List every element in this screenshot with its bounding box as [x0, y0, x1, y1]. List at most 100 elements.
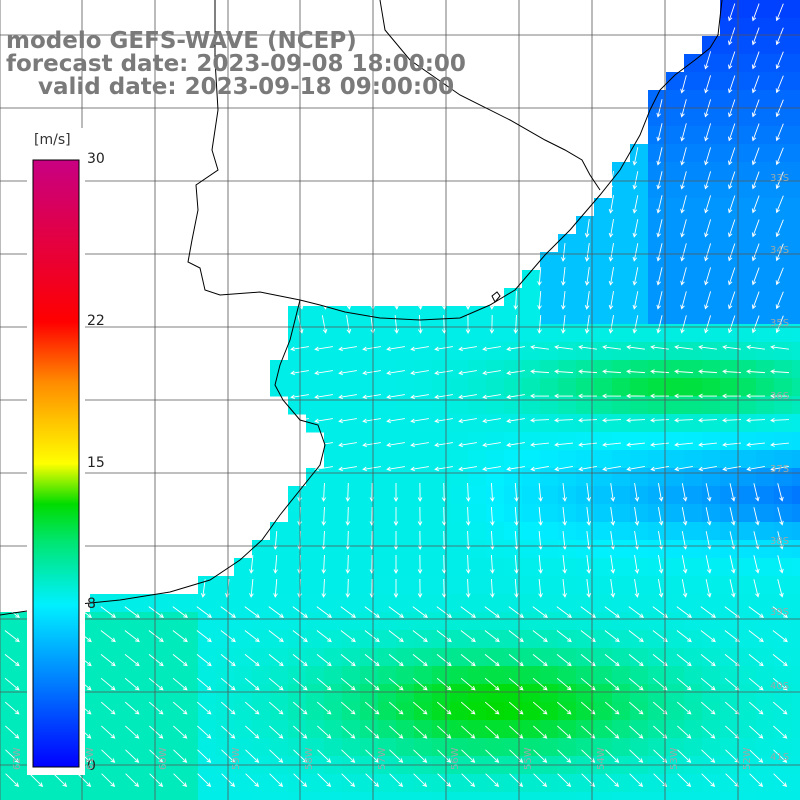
wind-arrow: [436, 677, 452, 691]
wind-arrow: [245, 749, 260, 763]
wind-arrow: [273, 554, 278, 574]
wind-arrow: [460, 677, 476, 691]
wind-cell: [396, 432, 415, 451]
wind-cell: [648, 252, 667, 271]
wind-arrow: [626, 442, 645, 447]
wind-arrow: [245, 773, 260, 787]
wind-cell: [612, 180, 631, 199]
wind-cell: [252, 702, 271, 721]
wind-cell: [450, 612, 469, 631]
wind-cell: [522, 630, 541, 649]
wind-cell: [666, 720, 685, 739]
wind-cell: [594, 666, 613, 685]
wind-arrow: [124, 630, 140, 643]
wind-arrow: [482, 466, 501, 472]
wind-cell: [648, 450, 667, 469]
wind-arrow: [700, 630, 716, 643]
wind-cell: [648, 558, 667, 577]
wind-cell: [576, 288, 595, 307]
wind-arrow: [584, 219, 590, 238]
wind-arrow: [775, 267, 784, 286]
wind-arrow: [729, 555, 736, 574]
wind-cell: [504, 504, 523, 523]
wind-cell: [630, 612, 649, 631]
wind-cell: [594, 720, 613, 739]
wind-arrow: [441, 554, 447, 574]
wind-cell: [774, 450, 793, 469]
wind-cell: [360, 792, 379, 800]
wind-arrow: [586, 483, 592, 502]
wind-cell: [648, 504, 667, 523]
wind-arrow: [365, 749, 380, 763]
wind-arrow: [101, 749, 116, 763]
wind-cell: [738, 126, 757, 145]
wind-cell: [306, 774, 325, 793]
wind-arrow: [753, 483, 760, 502]
wind-cell: [720, 738, 739, 757]
wind-cell: [666, 180, 685, 199]
wind-cell: [90, 612, 109, 631]
wind-cell: [792, 378, 800, 397]
wind-arrows: [4, 3, 790, 787]
wind-cell: [792, 36, 800, 55]
wind-cell: [504, 396, 523, 415]
wind-arrow: [705, 555, 712, 574]
wind-arrow: [364, 630, 380, 643]
wind-cell: [774, 414, 793, 433]
wind-arrow: [173, 725, 188, 739]
wind-cell: [540, 558, 559, 577]
wind-arrow: [530, 393, 550, 399]
wind-arrow: [364, 677, 380, 691]
wind-cell: [108, 738, 127, 757]
wind-arrow: [770, 442, 789, 447]
wind-arrow: [632, 267, 639, 286]
wind-arrow: [484, 606, 500, 618]
wind-cell: [450, 306, 469, 325]
wind-cell: [720, 432, 739, 451]
wind-arrow: [605, 749, 620, 763]
latitude-label: 35S: [770, 318, 790, 329]
wind-cell: [756, 738, 775, 757]
latitude-label: 37S: [770, 464, 790, 475]
wind-arrow: [538, 578, 543, 598]
wind-cell: [666, 648, 685, 667]
wind-arrow: [561, 243, 566, 262]
wind-cell: [648, 162, 667, 181]
wind-cell: [792, 216, 800, 235]
longitude-label: 60W: [158, 747, 169, 770]
wind-cell: [396, 342, 415, 361]
wind-cell: [522, 450, 541, 469]
wind-cell: [450, 684, 469, 703]
wind-cell: [0, 738, 19, 757]
wind-cell: [558, 324, 577, 343]
wind-cell: [360, 684, 379, 703]
wind-cell: [738, 90, 757, 109]
wind-cell: [774, 144, 793, 163]
wind-arrow: [316, 654, 332, 667]
wind-arrow: [728, 267, 736, 286]
wind-arrow: [626, 417, 646, 423]
wind-cell: [576, 684, 595, 703]
wind-cell: [324, 306, 343, 325]
wind-arrow: [412, 654, 428, 667]
wind-cell: [342, 666, 361, 685]
wind-cell: [792, 198, 800, 217]
wind-arrow: [482, 370, 501, 376]
wind-cell: [630, 738, 649, 757]
wind-cell: [648, 630, 667, 649]
wind-arrow: [705, 483, 712, 502]
wind-cell: [342, 360, 361, 379]
wind-arrow: [244, 654, 260, 667]
wind-arrow: [321, 482, 327, 502]
wind-cell: [630, 540, 649, 559]
wind-arrow: [656, 219, 663, 238]
wind-arrow: [482, 442, 501, 448]
wind-cell: [378, 558, 397, 577]
wind-cell: [648, 126, 667, 145]
wind-arrow: [556, 654, 572, 667]
wind-arrow: [608, 267, 614, 286]
wind-cell: [0, 702, 19, 721]
longitude-label: 57W: [377, 747, 388, 770]
wind-arrow: [602, 442, 621, 447]
